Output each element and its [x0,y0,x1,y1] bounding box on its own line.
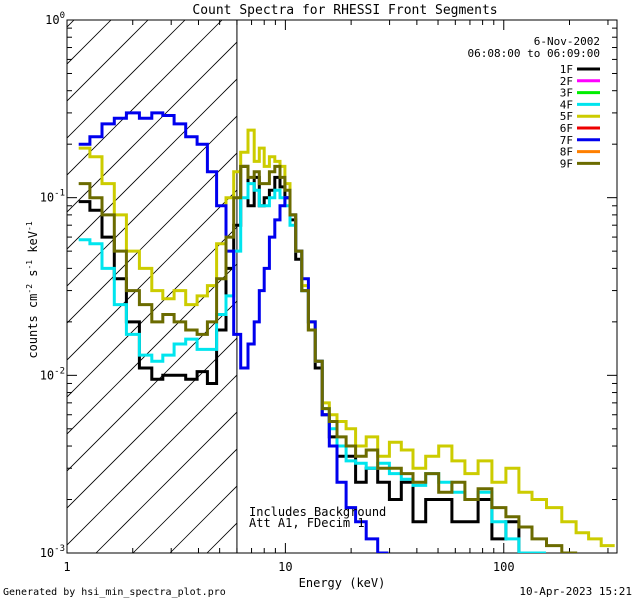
y-tick-exponent: -2 [54,366,65,376]
y-label-s: s [26,270,40,284]
legend-label: 5F [560,110,573,123]
hatch-line [67,20,186,139]
axis-ticks [66,20,617,554]
legend-label: 4F [560,98,573,111]
hatch-line [67,41,237,213]
y-label-cm-exp: -2 [25,284,34,294]
legend-label: 3F [560,87,573,100]
hatch-line [281,0,640,553]
header-time-range: 06:08:00 to 06:09:00 [468,47,600,60]
y-label-kev-exp: -1 [25,221,34,231]
y-axis-label: counts cm-2 s-1 keV-1 [25,221,40,358]
chart-title: Count Spectra for RHESSI Front Segments [192,3,497,18]
hatch-line [67,115,237,287]
plot-frame [66,19,618,554]
legend-label: 1F [560,63,573,76]
series-1F [78,164,546,553]
hatch-line [67,78,237,250]
hatch-line [132,448,237,553]
hatch-line [67,20,75,28]
series-9F [78,164,578,553]
y-tick-base: 10 [40,546,54,560]
legend-label: 6F [560,122,573,135]
hatch-line [429,0,640,553]
y-tick-label: 100 [45,11,65,27]
hatch-line [67,374,237,546]
y-tick-labels: 10-3 10-2 10-1 100 [40,11,65,560]
x-tick-label: 100 [493,560,515,574]
x-tick-labels: 1 10 100 [63,560,514,574]
hatch-line [95,411,237,553]
hatch-line [206,522,237,553]
hatch-line [67,152,237,324]
y-tick-exponent: 0 [60,11,65,21]
series-5F [78,128,615,548]
y-tick-exponent: -3 [54,544,65,554]
timestamp: 10-Apr-2023 15:21 [519,585,632,598]
annotation-attenuator: Att A1, FDecim 1 [249,516,365,530]
legend-label: 7F [560,134,573,147]
x-axis-label: Energy (keV) [299,576,386,590]
hatch-line [67,189,237,361]
y-tick-base: 10 [40,368,54,382]
hatch-line [67,337,237,509]
hatch-line [67,20,112,65]
y-tick-base: 10 [45,13,59,27]
legend-label: 8F [560,146,573,159]
y-label-s-exp: -1 [25,260,34,270]
excluded-energy-hatch [0,0,640,553]
hatch-line [67,226,237,398]
hatch-line [0,0,104,553]
header-date: 6-Nov-2002 [534,35,600,48]
y-tick-exponent: -1 [54,189,65,199]
legend-label: 2F [560,75,573,88]
hatch-line [67,20,149,102]
hatch-line [392,0,640,553]
x-tick-label: 10 [278,560,292,574]
hatch-line [244,0,640,553]
y-tick-label: 10-1 [40,189,65,205]
annotation-background: Includes Background [249,505,386,519]
y-label-kev: keV [26,231,40,260]
y-tick-label: 10-2 [40,366,65,382]
series-group [78,111,615,553]
hatch-line [67,20,223,176]
hatch-line [67,300,237,472]
hatch-line [355,0,640,553]
generated-by-note: Generated by hsi_min_spectra_plot.pro [3,587,226,598]
x-tick-label: 1 [63,560,70,574]
y-tick-base: 10 [40,191,54,205]
y-label-counts: counts cm [26,294,40,359]
y-tick-label: 10-3 [40,544,65,560]
legend-label: 9F [560,157,573,170]
